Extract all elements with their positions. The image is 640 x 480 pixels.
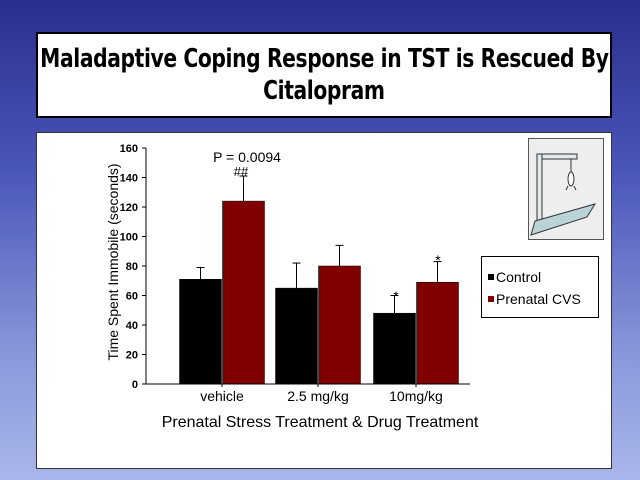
significance-hash-annotation: ## [234, 164, 249, 179]
bar-prenatal-cvs [222, 200, 265, 385]
x-tick-label: 2.5 mg/kg [287, 388, 348, 404]
slide-title: Maladaptive Coping Response in TST is Re… [36, 32, 612, 118]
y-tick-label: 40 [126, 320, 138, 332]
bar-prenatal-cvs [416, 281, 459, 385]
y-tick-label: 100 [120, 232, 138, 244]
bar-control [373, 312, 416, 385]
x-tick-label: vehicle [200, 388, 244, 404]
legend-item-prenatal-cvs: Prenatal CVS [488, 288, 598, 310]
bars-layer [179, 200, 459, 385]
y-tick-label: 80 [126, 261, 138, 273]
y-tick-label: 20 [126, 350, 138, 362]
mouse-tail-suspension-icon [528, 138, 604, 240]
significance-star-prenatal-10mg: * [435, 252, 441, 268]
x-tick-labels-layer: vehicle 2.5 mg/kg 10mg/kg [200, 384, 443, 404]
bar-prenatal-cvs [318, 265, 361, 385]
error-bars-layer [196, 175, 442, 314]
y-tick-label: 160 [120, 143, 138, 155]
slide-title-line2: Citalopram [263, 76, 385, 106]
bar-control [179, 279, 222, 385]
chart-legend: Control Prenatal CVS [481, 256, 599, 318]
legend-label-prenatal-cvs: Prenatal CVS [496, 291, 581, 307]
y-axis-label: Time Spent Immobile (seconds) [105, 163, 121, 360]
bar-control [275, 287, 318, 385]
x-axis-label: Prenatal Stress Treatment & Drug Treatme… [162, 414, 479, 431]
y-tick-label: 0 [132, 379, 138, 391]
legend-label-control: Control [496, 269, 542, 285]
legend-item-control: Control [488, 266, 598, 288]
legend-swatch-prenatal-cvs [488, 296, 494, 302]
significance-star-control-10mg: * [393, 288, 399, 304]
y-tick-label: 120 [120, 202, 138, 214]
legend-swatch-control [488, 274, 494, 280]
y-tick-label: 60 [126, 291, 138, 303]
p-value-annotation: P = 0.0094 [213, 149, 281, 165]
y-tick-label: 140 [120, 173, 138, 185]
y-ticks-layer: 0 20 40 60 80 100 120 140 160 [120, 143, 146, 391]
x-tick-label: 10mg/kg [389, 388, 443, 404]
slide-title-line1: Maladaptive Coping Response in TST is Re… [39, 43, 609, 74]
